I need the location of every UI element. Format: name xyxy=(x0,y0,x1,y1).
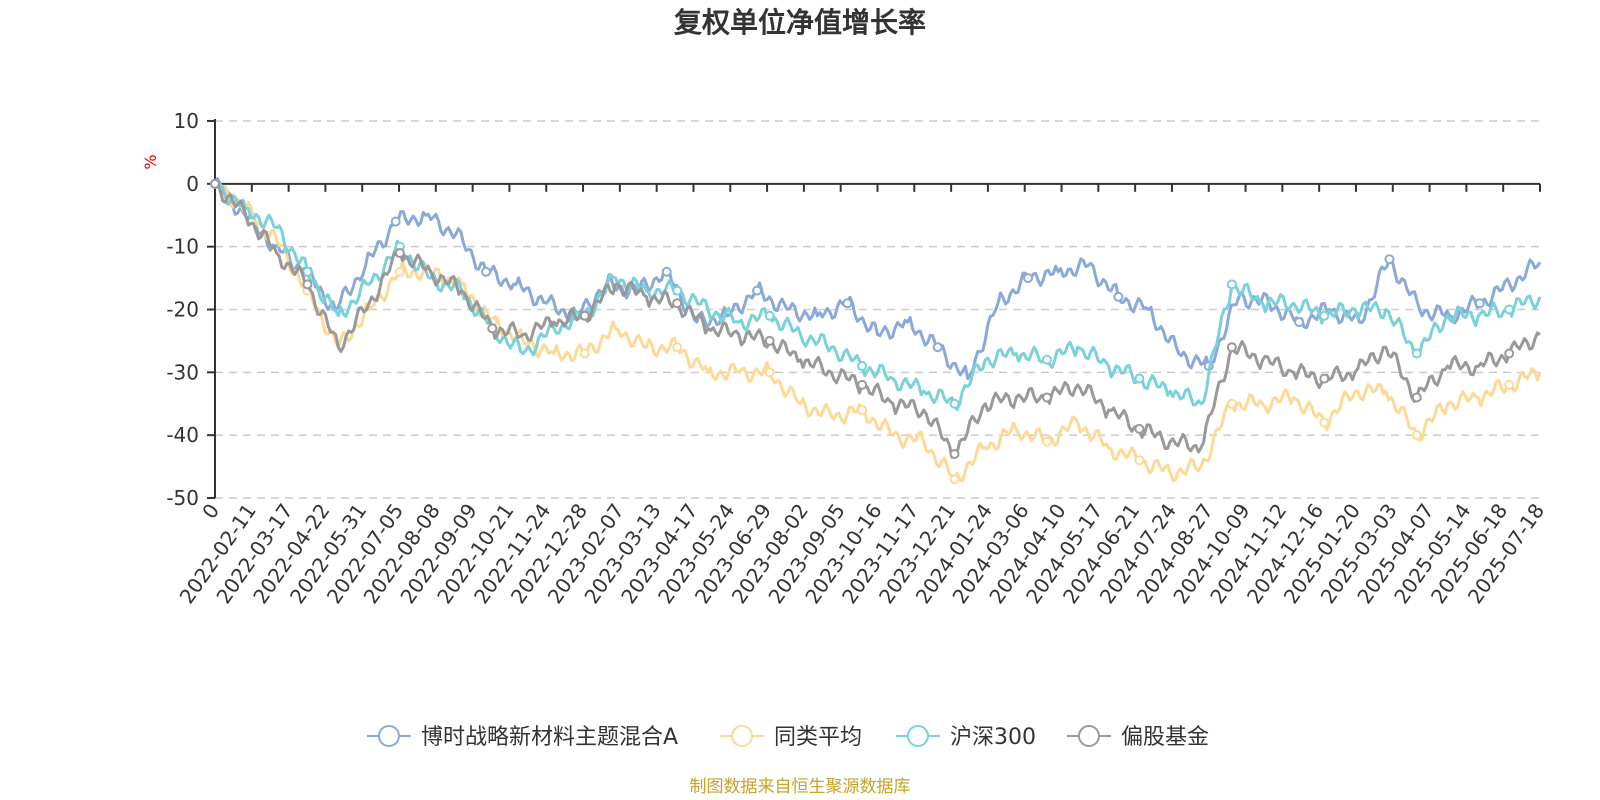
series-point-3 xyxy=(672,298,683,309)
series-point-0 xyxy=(481,266,492,277)
series-point-0 xyxy=(1384,254,1395,265)
series-point-3 xyxy=(1041,392,1052,403)
series-line-0 xyxy=(213,177,1542,381)
series-point-2 xyxy=(302,266,313,277)
series-point-0 xyxy=(932,342,943,353)
series-point-0 xyxy=(1023,273,1034,284)
series-point-3 xyxy=(1411,392,1422,403)
series-point-1 xyxy=(764,367,775,378)
series-layer xyxy=(210,177,1542,485)
series-point-2 xyxy=(1504,304,1515,315)
legend[interactable]: 博时战略新材料主题混合A 同类平均 沪深300 偏股基金 xyxy=(367,725,1209,750)
series-point-3 xyxy=(579,310,590,321)
series-point-0 xyxy=(752,285,763,296)
legend-item-1[interactable]: 同类平均 xyxy=(720,725,862,750)
legend-circle-icon xyxy=(907,725,929,747)
series-line-1 xyxy=(214,181,1542,483)
series-point-3 xyxy=(857,379,868,390)
series-point-3 xyxy=(1226,342,1237,353)
series-point-2 xyxy=(1226,279,1237,290)
legend-circle-icon xyxy=(1078,725,1100,747)
y-tick-label: -30 xyxy=(166,360,199,384)
series-point-1 xyxy=(949,474,960,485)
series-point-1 xyxy=(1504,379,1515,390)
series-point-0 xyxy=(1474,298,1485,309)
series-point-2 xyxy=(1411,348,1422,359)
series-point-3 xyxy=(764,335,775,346)
series-point-2 xyxy=(1134,373,1145,384)
series-point-0 xyxy=(661,266,672,277)
grid-layer xyxy=(215,120,1540,499)
legend-label: 沪深300 xyxy=(950,725,1036,750)
series-point-3 xyxy=(1504,348,1515,359)
legend-label: 偏股基金 xyxy=(1121,725,1209,750)
series-point-3 xyxy=(1319,373,1330,384)
series-point-3 xyxy=(394,247,405,258)
series-point-2 xyxy=(672,285,683,296)
series-point-0 xyxy=(390,216,401,227)
series-point-1 xyxy=(1319,417,1330,428)
series-point-1 xyxy=(857,405,868,416)
series-point-1 xyxy=(1041,436,1052,447)
legend-label: 同类平均 xyxy=(774,725,862,750)
series-point-2 xyxy=(1319,310,1330,321)
legend-label: 博时战略新材料主题混合A xyxy=(421,725,678,750)
series-point-1 xyxy=(1411,430,1422,441)
series-point-0 xyxy=(1113,291,1124,302)
legend-circle-icon xyxy=(378,725,400,747)
series-point-2 xyxy=(1041,354,1052,365)
legend-item-2[interactable]: 沪深300 xyxy=(896,725,1036,750)
y-tick-label: -50 xyxy=(166,486,199,510)
legend-circle-icon xyxy=(731,725,753,747)
y-tick-label: -40 xyxy=(166,423,199,447)
series-point-3 xyxy=(210,178,220,189)
series-point-1 xyxy=(394,266,405,277)
y-tick-layer: 10 0 -10 -20 -30 -40 -50 xyxy=(166,109,216,510)
series-point-1 xyxy=(1226,398,1237,409)
series-point-2 xyxy=(857,361,868,372)
series-point-1 xyxy=(672,342,683,353)
y-tick-label: 10 xyxy=(174,109,199,133)
legend-item-3[interactable]: 偏股基金 xyxy=(1067,725,1209,750)
y-tick-label: -20 xyxy=(166,298,199,322)
y-tick-label: 0 xyxy=(186,172,199,196)
footer-source: 制图数据来自恒生聚源数据库 xyxy=(690,777,911,797)
series-point-1 xyxy=(579,348,590,359)
series-line-2 xyxy=(213,182,1542,411)
series-point-0 xyxy=(842,298,853,309)
series-point-0 xyxy=(1294,317,1305,328)
series-point-2 xyxy=(949,398,960,409)
series-line-3 xyxy=(214,181,1541,459)
legend-item-0[interactable]: 博时战略新材料主题混合A xyxy=(367,725,678,750)
y-axis-label: % xyxy=(141,154,160,169)
series-point-1 xyxy=(1134,455,1145,466)
series-point-3 xyxy=(949,449,960,460)
series-point-3 xyxy=(302,279,313,290)
series-point-3 xyxy=(487,323,498,334)
series-point-2 xyxy=(764,310,775,321)
series-point-3 xyxy=(1134,423,1145,434)
y-tick-label: -10 xyxy=(166,235,199,259)
x-tick-label: 0 xyxy=(197,499,224,523)
chart-title: 复权单位净值增长率 xyxy=(674,6,926,39)
